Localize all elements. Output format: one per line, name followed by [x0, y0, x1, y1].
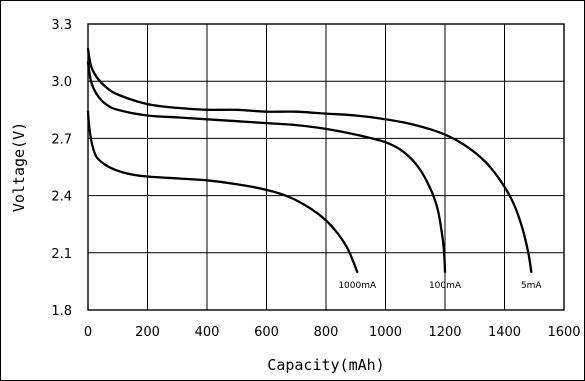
series-label-100ma: 100mA — [429, 281, 462, 291]
series-labels: 1000mA 100mA 5mA — [338, 281, 542, 291]
x-tick-label-600: 600 — [254, 325, 279, 340]
x-axis-title: Capacity(mAh) — [267, 356, 384, 374]
y-tick-label-0: 1.8 — [51, 304, 72, 319]
y-tick-label-1: 2.1 — [51, 247, 72, 262]
x-tick-label-800: 800 — [314, 325, 339, 340]
x-tick-label-200: 200 — [135, 325, 160, 340]
y-tick-label-5: 3.3 — [51, 18, 72, 33]
series-line-1000ma — [86, 110, 359, 274]
x-tick-label-400: 400 — [195, 325, 220, 340]
y-axis-ticks: 1.8 2.1 2.4 2.7 3.0 3.3 — [51, 18, 72, 319]
y-tick-label-4: 3.0 — [51, 75, 72, 90]
y-tick-label-2: 2.4 — [51, 190, 72, 205]
x-tick-label-1400: 1400 — [488, 325, 521, 340]
plot-area-border — [87, 23, 565, 311]
x-tick-label-1200: 1200 — [428, 325, 461, 340]
y-axis-title: Voltage(V) — [10, 122, 28, 212]
x-tick-label-1600: 1600 — [547, 325, 580, 340]
x-tick-label-0: 0 — [84, 325, 92, 340]
x-axis-ticks: 0 200 400 600 800 1000 1200 1400 1600 — [84, 325, 581, 340]
series-line-5ma — [86, 47, 533, 274]
series-line-100ma — [86, 60, 447, 274]
series-label-1000ma: 1000mA — [338, 281, 377, 291]
curves — [86, 47, 533, 274]
y-tick-label-3: 2.7 — [51, 132, 72, 147]
series-label-5ma: 5mA — [521, 281, 542, 291]
x-tick-label-1000: 1000 — [369, 325, 402, 340]
